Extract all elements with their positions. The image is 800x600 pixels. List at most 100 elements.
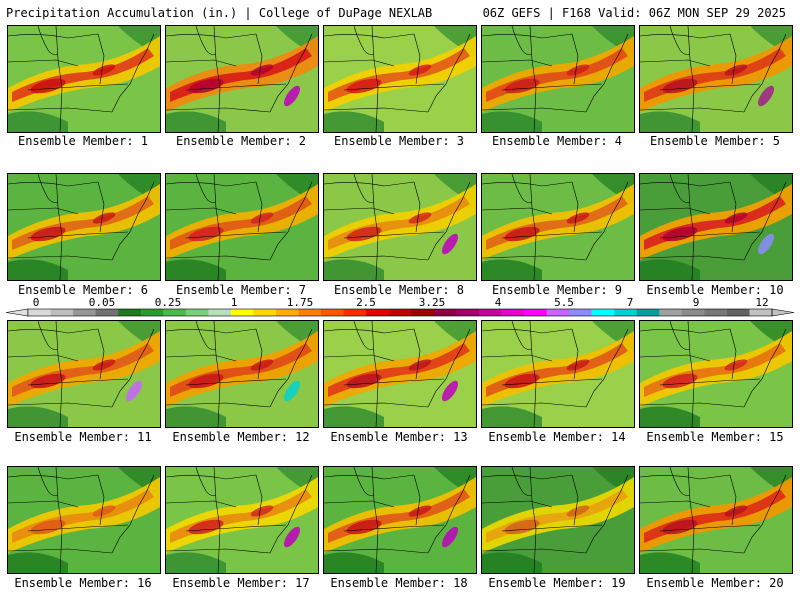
precipitation-field <box>482 26 634 132</box>
colorbar-segment <box>501 309 525 316</box>
colorbar-segment <box>343 309 367 316</box>
colorbar-segment <box>230 309 254 316</box>
colorbar-tick-label: 1 <box>231 296 238 309</box>
run-info: 06Z GEFS | F168 Valid: 06Z MON SEP 29 20… <box>482 6 786 20</box>
colorbar-segment <box>614 309 638 316</box>
colorbar-segment <box>749 309 773 316</box>
ensemble-member-label: Ensemble Member: 4 <box>491 134 623 148</box>
ensemble-member-label: Ensemble Member: 19 <box>488 576 626 590</box>
ensemble-member-label: Ensemble Member: 9 <box>491 283 623 297</box>
colorbar-segment <box>546 309 570 316</box>
ensemble-member-map <box>481 466 635 574</box>
colorbar-segment <box>298 309 322 316</box>
precipitation-field <box>324 26 476 132</box>
ensemble-member-label: Ensemble Member: 3 <box>333 134 465 148</box>
ensemble-member-label: Ensemble Member: 15 <box>646 430 784 444</box>
colorbar-segment <box>73 309 97 316</box>
ensemble-member-map <box>323 466 477 574</box>
ensemble-member-map <box>165 173 319 281</box>
colorbar-segment <box>95 309 119 316</box>
ensemble-member-map <box>481 25 635 133</box>
precipitation-field <box>8 467 160 573</box>
precipitation-field <box>640 26 792 132</box>
ensemble-member-label: Ensemble Member: 11 <box>14 430 152 444</box>
colorbar-segment <box>433 309 457 316</box>
ensemble-member-map <box>323 25 477 133</box>
ensemble-member-map <box>639 320 793 428</box>
ensemble-member-map <box>165 25 319 133</box>
colorbar-tick-label: 1.75 <box>287 296 314 309</box>
colorbar-segment <box>366 309 390 316</box>
ensemble-member-map <box>165 320 319 428</box>
ensemble-member-map <box>7 173 161 281</box>
precipitation-field <box>8 26 160 132</box>
colorbar-tick-label: 0.25 <box>155 296 182 309</box>
colorbar-tick-label: 0.05 <box>89 296 116 309</box>
precipitation-field <box>640 467 792 573</box>
colorbar-segment <box>456 309 480 316</box>
ensemble-member-label: Ensemble Member: 1 <box>17 134 149 148</box>
ensemble-member-label: Ensemble Member: 12 <box>172 430 310 444</box>
ensemble-member-map <box>323 173 477 281</box>
precipitation-field <box>166 26 318 132</box>
colorbar-segment <box>28 309 52 316</box>
ensemble-member-label: Ensemble Member: 10 <box>646 283 784 297</box>
precipitation-field <box>166 321 318 427</box>
ensemble-member-label: Ensemble Member: 16 <box>14 576 152 590</box>
colorbar-segment <box>208 309 232 316</box>
ensemble-member-label: Ensemble Member: 17 <box>172 576 310 590</box>
colorbar-segment <box>253 309 277 316</box>
ensemble-member-map <box>639 173 793 281</box>
colorbar-segment <box>478 309 502 316</box>
colorbar-tick-label: 7 <box>627 296 634 309</box>
colorbar-right-arrow <box>771 308 795 317</box>
ensemble-member-label: Ensemble Member: 2 <box>175 134 307 148</box>
precipitation-field <box>324 174 476 280</box>
colorbar-segment <box>321 309 345 316</box>
colorbar-segment <box>569 309 593 316</box>
colorbar-segment <box>163 309 187 316</box>
colorbar-left-arrow <box>5 308 29 317</box>
colorbar-segment <box>659 309 683 316</box>
precipitation-field <box>324 467 476 573</box>
colorbar-segment <box>185 309 209 316</box>
precipitation-field <box>8 321 160 427</box>
colorbar-segment <box>681 309 705 316</box>
colorbar-segment <box>704 309 728 316</box>
colorbar-segment <box>388 309 412 316</box>
ensemble-member-label: Ensemble Member: 13 <box>330 430 468 444</box>
ensemble-member-map <box>7 466 161 574</box>
colorbar-segment <box>118 309 142 316</box>
ensemble-member-map <box>165 466 319 574</box>
ensemble-member-label: Ensemble Member: 18 <box>330 576 468 590</box>
ensemble-member-map <box>481 320 635 428</box>
colorbar-tick-label: 3.25 <box>419 296 446 309</box>
colorbar-tick-label: 5.5 <box>554 296 574 309</box>
colorbar-tick-label: 0 <box>33 296 40 309</box>
precipitation-field <box>640 321 792 427</box>
ensemble-member-map <box>7 25 161 133</box>
map-title: Precipitation Accumulation (in.) | Colle… <box>6 6 433 20</box>
precipitation-field <box>482 321 634 427</box>
ensemble-member-label: Ensemble Member: 14 <box>488 430 626 444</box>
colorbar-segment <box>524 309 548 316</box>
precipitation-colorbar: 0 0.05 0.25 1 1.75 2.5 3.25 4 5.5 7 9 12 <box>5 296 795 317</box>
precipitation-field <box>482 174 634 280</box>
ensemble-member-map <box>481 173 635 281</box>
precipitation-field <box>324 321 476 427</box>
precipitation-field <box>166 174 318 280</box>
ensemble-member-label: Ensemble Member: 5 <box>649 134 781 148</box>
precipitation-field <box>8 174 160 280</box>
ensemble-member-label: Ensemble Member: 20 <box>646 576 784 590</box>
ensemble-member-label: Ensemble Member: 8 <box>333 283 465 297</box>
ensemble-member-map <box>323 320 477 428</box>
ensemble-member-map <box>639 466 793 574</box>
precipitation-field <box>166 467 318 573</box>
colorbar-tick-label: 9 <box>693 296 700 309</box>
precipitation-field <box>482 467 634 573</box>
ensemble-member-map <box>639 25 793 133</box>
colorbar-tick-label: 2.5 <box>356 296 376 309</box>
precipitation-field <box>640 174 792 280</box>
colorbar-segment <box>411 309 435 316</box>
colorbar-tick-label: 4 <box>495 296 502 309</box>
